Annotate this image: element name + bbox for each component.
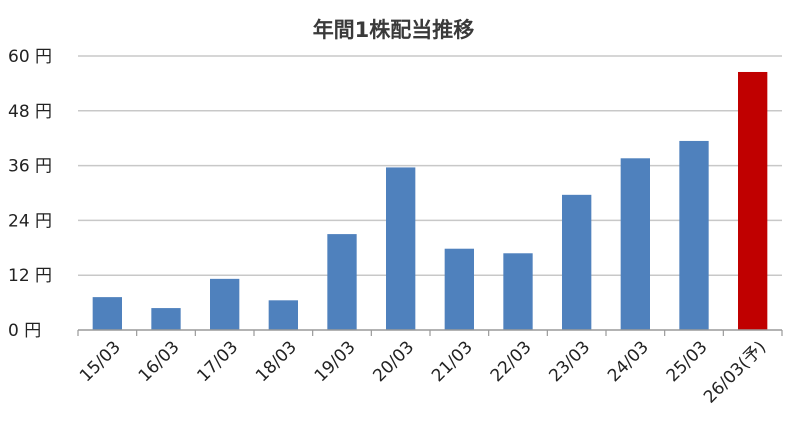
x-tick-label: 15/03: [76, 337, 125, 386]
x-tick-label: 25/03: [663, 337, 712, 386]
y-axis-ticks: 0 円 12 円 24 円 36 円 48 円 60 円: [8, 47, 52, 341]
gridlines: [78, 55, 782, 276]
x-tick-label: 17/03: [193, 337, 242, 386]
bars: [92, 71, 768, 330]
x-axis-labels: 15/03 16/03 17/03 18/03 19/03 20/03 21/03 22/03…: [76, 337, 770, 407]
x-axis: [77, 329, 783, 336]
x-tick-label: 26/03(予): [700, 337, 770, 407]
y-tick-label: 48 円: [8, 102, 52, 122]
bar-25/03: [679, 140, 709, 330]
x-tick-label: 24/03: [604, 337, 653, 386]
bar-22/03: [503, 253, 533, 330]
x-tick-label: 19/03: [311, 337, 360, 386]
bar-23/03: [562, 194, 592, 330]
x-tick-label: 20/03: [369, 337, 418, 386]
bar-21/03: [444, 248, 474, 330]
x-tick-label: 18/03: [252, 337, 301, 386]
y-tick-label: 36 円: [8, 157, 52, 177]
y-tick-label: 60 円: [8, 47, 52, 67]
x-tick-label: 22/03: [487, 337, 536, 386]
y-tick-label: 12 円: [8, 266, 52, 286]
bar-18/03: [268, 300, 298, 330]
bar-24/03: [620, 158, 650, 330]
x-tick-label: 21/03: [428, 337, 477, 386]
bar-15/03: [92, 297, 122, 330]
bar-26/03(予): [738, 71, 768, 330]
x-tick-label: 23/03: [545, 337, 594, 386]
bar-17/03: [210, 278, 240, 330]
chart-title: 年間1株配当推移: [312, 18, 475, 42]
x-tick-label: 16/03: [135, 337, 184, 386]
bar-16/03: [151, 308, 181, 330]
y-tick-label: 24 円: [8, 211, 52, 231]
y-tick-label: 0 円: [8, 321, 41, 341]
bar-20/03: [386, 167, 416, 330]
bar-19/03: [327, 234, 357, 330]
